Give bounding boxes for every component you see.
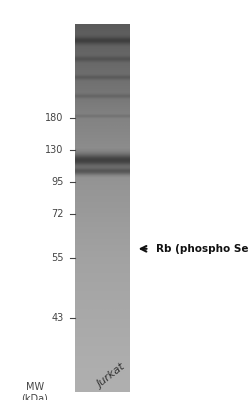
Text: 180: 180: [45, 113, 63, 123]
Text: 72: 72: [51, 209, 63, 219]
Text: MW
(kDa): MW (kDa): [21, 382, 48, 400]
Text: Rb (phospho Ser780): Rb (phospho Ser780): [156, 244, 249, 254]
Text: Jurkat: Jurkat: [96, 362, 128, 390]
Text: 95: 95: [51, 177, 63, 187]
Text: 130: 130: [45, 145, 63, 155]
Text: 55: 55: [51, 253, 63, 263]
Text: 43: 43: [51, 313, 63, 323]
